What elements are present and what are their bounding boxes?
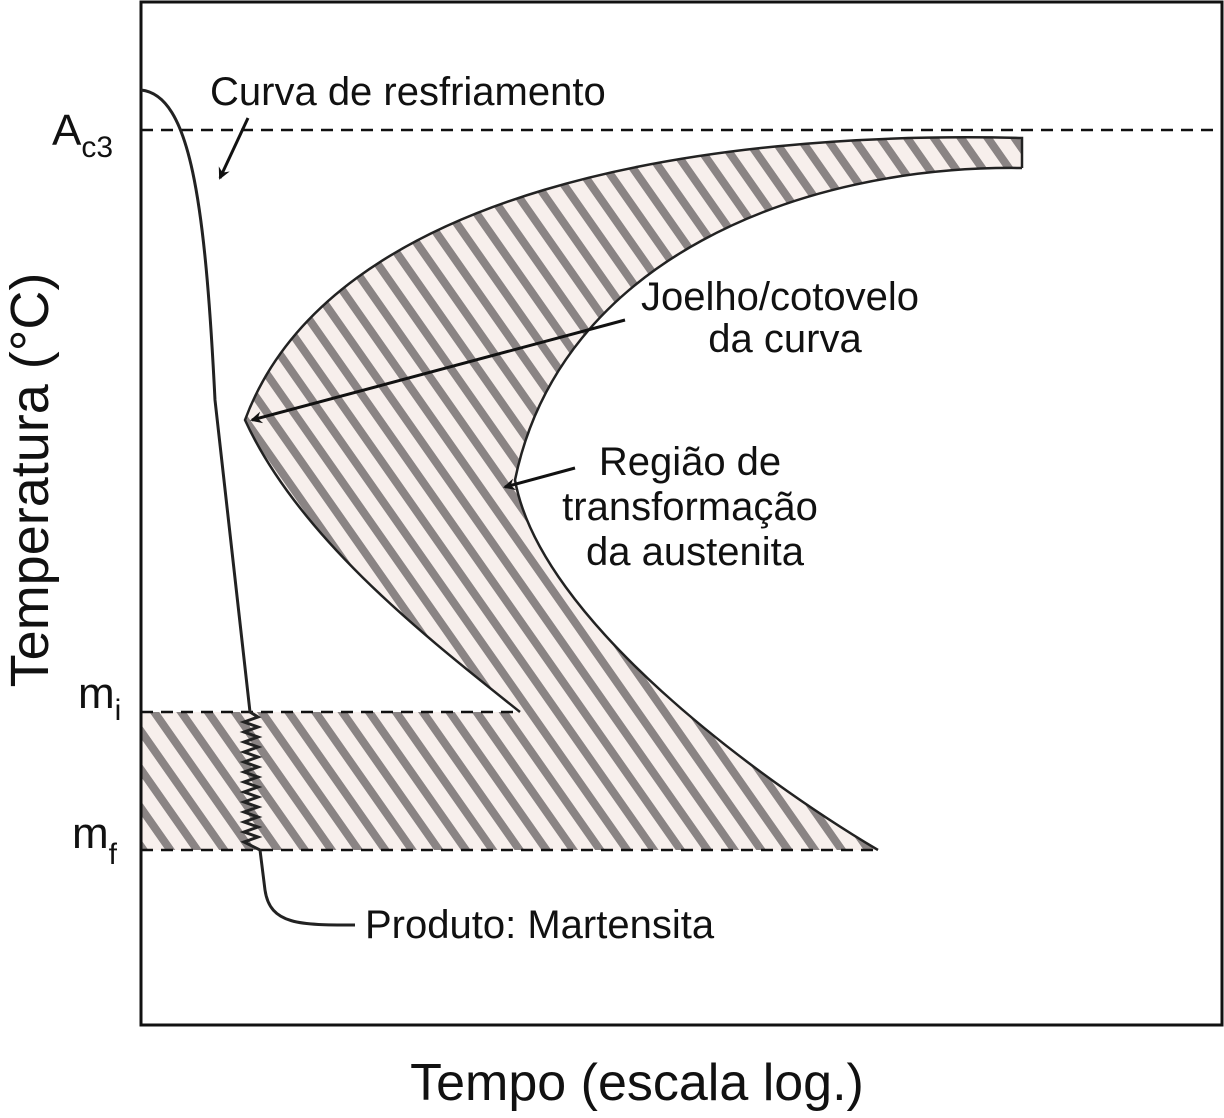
level-symbol: m xyxy=(72,809,109,858)
mf-label: mf xyxy=(72,809,118,871)
arrow xyxy=(250,318,626,424)
annotation: Curva de resfriamento xyxy=(210,70,606,114)
level-symbol: m xyxy=(78,669,115,718)
x-axis-label: Tempo (escala log.) xyxy=(410,1054,864,1112)
annotation: transformação xyxy=(562,485,818,529)
annotation: da austenita xyxy=(586,530,805,574)
start-curve xyxy=(243,136,1024,713)
plot-frame xyxy=(139,0,1224,1027)
ac3-label: Ac3 xyxy=(52,106,113,164)
arrow xyxy=(503,466,576,491)
y-axis-label: Temperatura (°C) xyxy=(0,273,60,688)
level-subscript: f xyxy=(109,838,118,871)
cooling-curve xyxy=(140,88,356,927)
end-curve xyxy=(513,166,1023,852)
level-subscript: i xyxy=(115,694,122,727)
annotation: Joelho/cotovelo xyxy=(641,275,919,319)
transformation-region xyxy=(141,137,1022,851)
level-symbol: A xyxy=(52,106,82,155)
arrow xyxy=(218,117,250,180)
annotation: Região de xyxy=(599,440,781,484)
arrows xyxy=(218,117,626,491)
level-subscript: c3 xyxy=(81,131,113,164)
mi-label: mi xyxy=(78,669,121,727)
level-lines xyxy=(141,128,1222,852)
annotation: da curva xyxy=(708,317,862,361)
annotation: Produto: Martensita xyxy=(365,903,715,947)
